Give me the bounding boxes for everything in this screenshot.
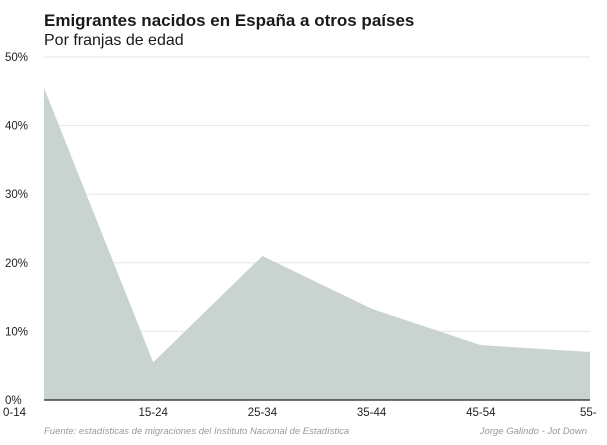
data-point (152, 361, 154, 363)
credit-note: Jorge Galindo - Jot Down (479, 426, 587, 437)
data-point (261, 255, 263, 257)
y-tick-label: 40% (5, 121, 28, 133)
chart-subtitle: Por franjas de edad (44, 32, 184, 49)
y-tick-label: 50% (5, 52, 28, 64)
x-tick-label: 15-24 (138, 407, 168, 419)
y-tick-label: 30% (5, 189, 28, 201)
chart-title: Emigrantes nacidos en España a otros paí… (44, 11, 415, 30)
y-tick-label: 10% (5, 326, 28, 338)
y-tick-label: 0% (5, 395, 22, 407)
data-point (43, 87, 45, 89)
x-tick-label: 0-14 (3, 407, 27, 419)
x-tick-label: 35-44 (357, 407, 387, 419)
data-points (43, 87, 591, 363)
series-area (44, 87, 590, 401)
data-point (371, 308, 373, 310)
x-tick-label: 55- (580, 407, 597, 419)
x-tick-label: 25-34 (248, 407, 278, 419)
data-point (480, 344, 482, 346)
y-tick-label: 20% (5, 258, 28, 270)
x-tick-label: 45-54 (466, 407, 496, 419)
data-point (589, 351, 591, 353)
y-axis-labels: 0% 10% 20% 30% 40% 50% (5, 52, 28, 407)
x-axis-labels: 0-14 15-24 25-34 35-44 45-54 55- (3, 407, 597, 419)
source-note: Fuente: estadísticas de migraciones del … (44, 426, 350, 437)
